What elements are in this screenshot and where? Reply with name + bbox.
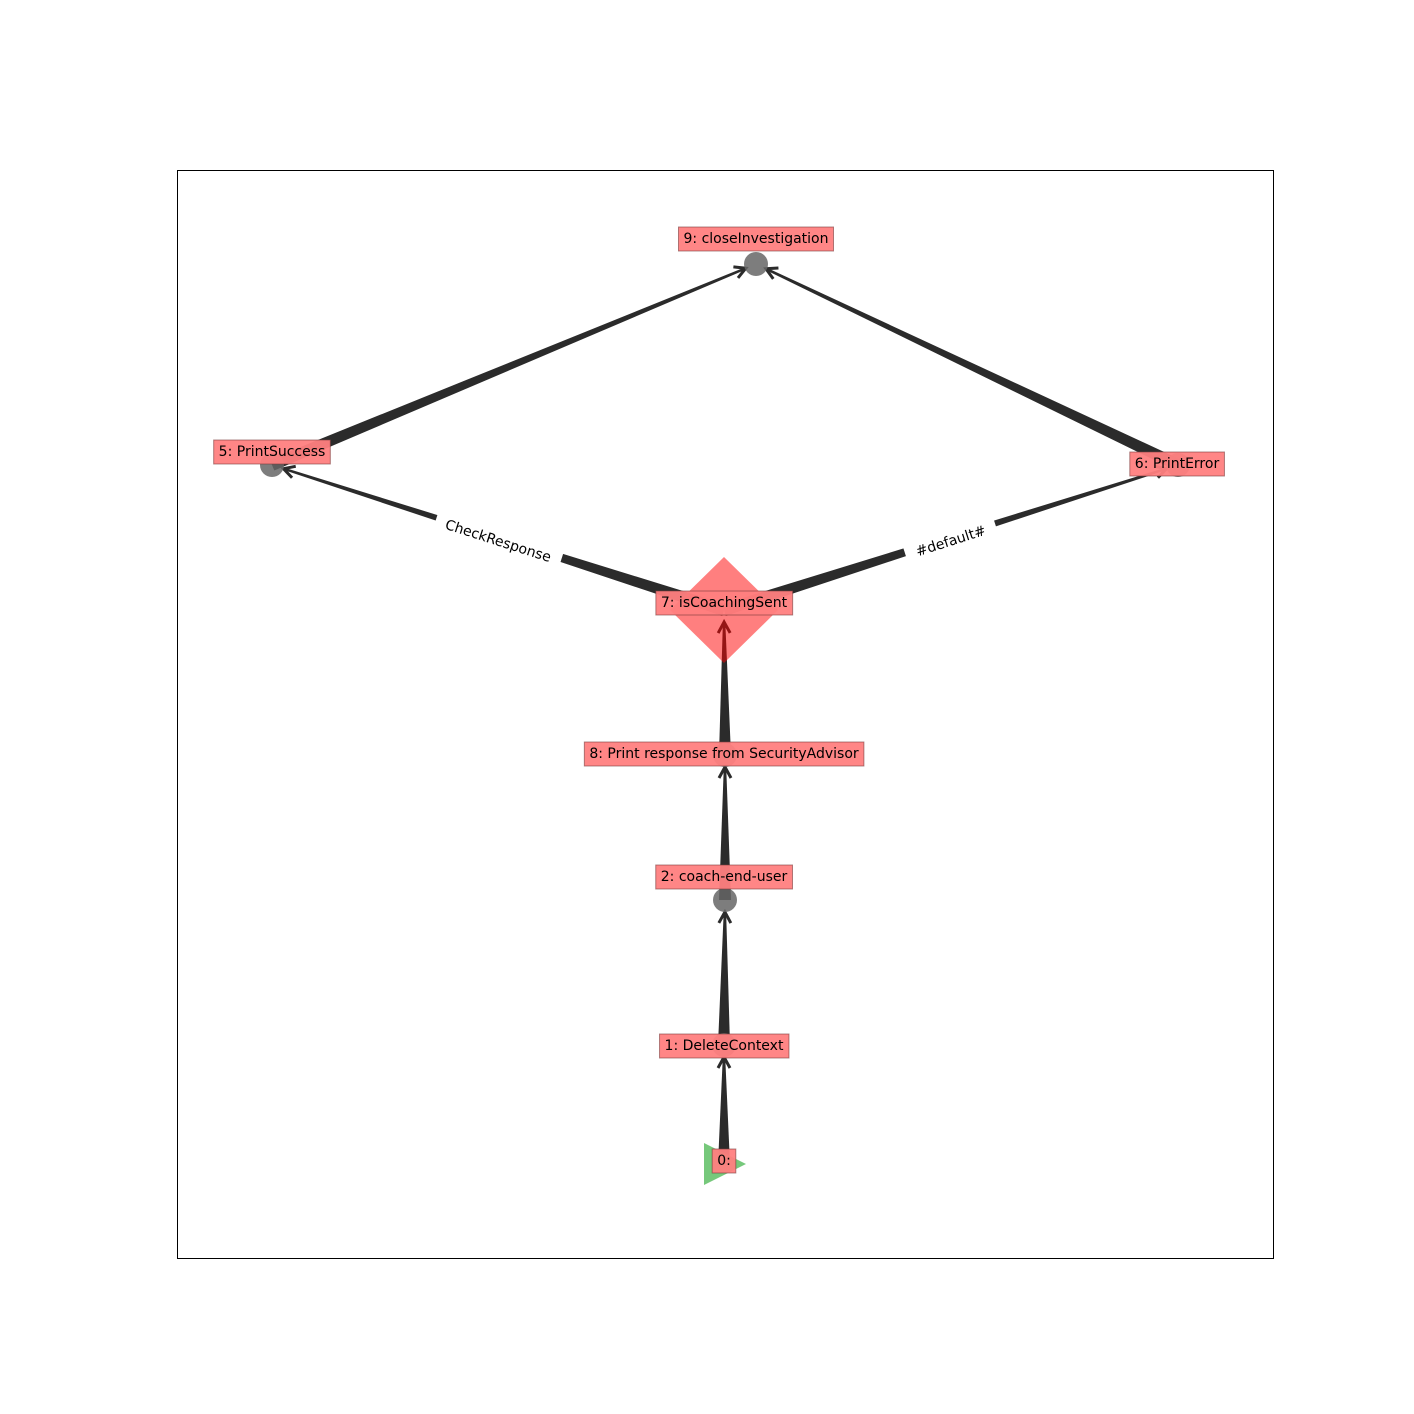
node-9-marker	[744, 252, 768, 276]
node-label-text: 8: Print response from SecurityAdvisor	[589, 746, 859, 762]
edges-layer	[269, 265, 1181, 1164]
edge-label-text: #default#	[914, 523, 988, 560]
edge-label-text: CheckResponse	[443, 517, 553, 566]
node-label-box	[213, 439, 331, 465]
node-label-box	[1129, 451, 1225, 477]
node-label-box	[659, 1033, 790, 1059]
node-label-box	[655, 590, 794, 616]
node-label-text: 0:	[717, 1153, 731, 1169]
edge-0-1	[716, 1053, 732, 1164]
plot-frame	[177, 170, 1274, 1259]
node-2-marker	[713, 888, 737, 912]
edge-6-9	[763, 266, 1181, 471]
node-9-label: 9: closeInvestigation	[678, 226, 834, 252]
node-5-label: 5: PrintSuccess	[213, 439, 331, 465]
node-label-text: 2: coach-end-user	[661, 869, 788, 885]
edge-label-7-5: CheckResponse	[432, 512, 564, 571]
node-label-text: 5: PrintSuccess	[219, 444, 326, 460]
edge-label-background	[432, 512, 564, 571]
node-label-text: 7: isCoachingSent	[661, 595, 788, 611]
node-7-label: 7: isCoachingSent	[655, 590, 794, 616]
node-label-box	[655, 864, 793, 890]
edge-label-background	[903, 518, 999, 565]
node-label-box	[711, 1148, 737, 1174]
edge-labels-layer: CheckResponse #default#	[432, 512, 999, 571]
node-label-box	[583, 741, 865, 767]
node-label-box	[678, 226, 834, 252]
node-label-text: 1: DeleteContext	[665, 1038, 784, 1054]
edge-5-9	[269, 265, 749, 471]
node-8-label: 8: Print response from SecurityAdvisor	[583, 741, 865, 767]
node-2-label: 2: coach-end-user	[655, 864, 793, 890]
node-labels-layer: 0: 1: DeleteContext 2: coach-end-user 8: Pr…	[213, 226, 1225, 1174]
node-0-label: 0:	[711, 1148, 737, 1174]
node-6-label: 6: PrintError	[1129, 451, 1225, 477]
edge-label-7-6: #default#	[903, 518, 999, 565]
node-label-text: 6: PrintError	[1135, 456, 1220, 472]
edge-1-2	[717, 908, 733, 1046]
node-label-text: 9: closeInvestigation	[684, 231, 829, 247]
node-1-label: 1: DeleteContext	[659, 1033, 790, 1059]
